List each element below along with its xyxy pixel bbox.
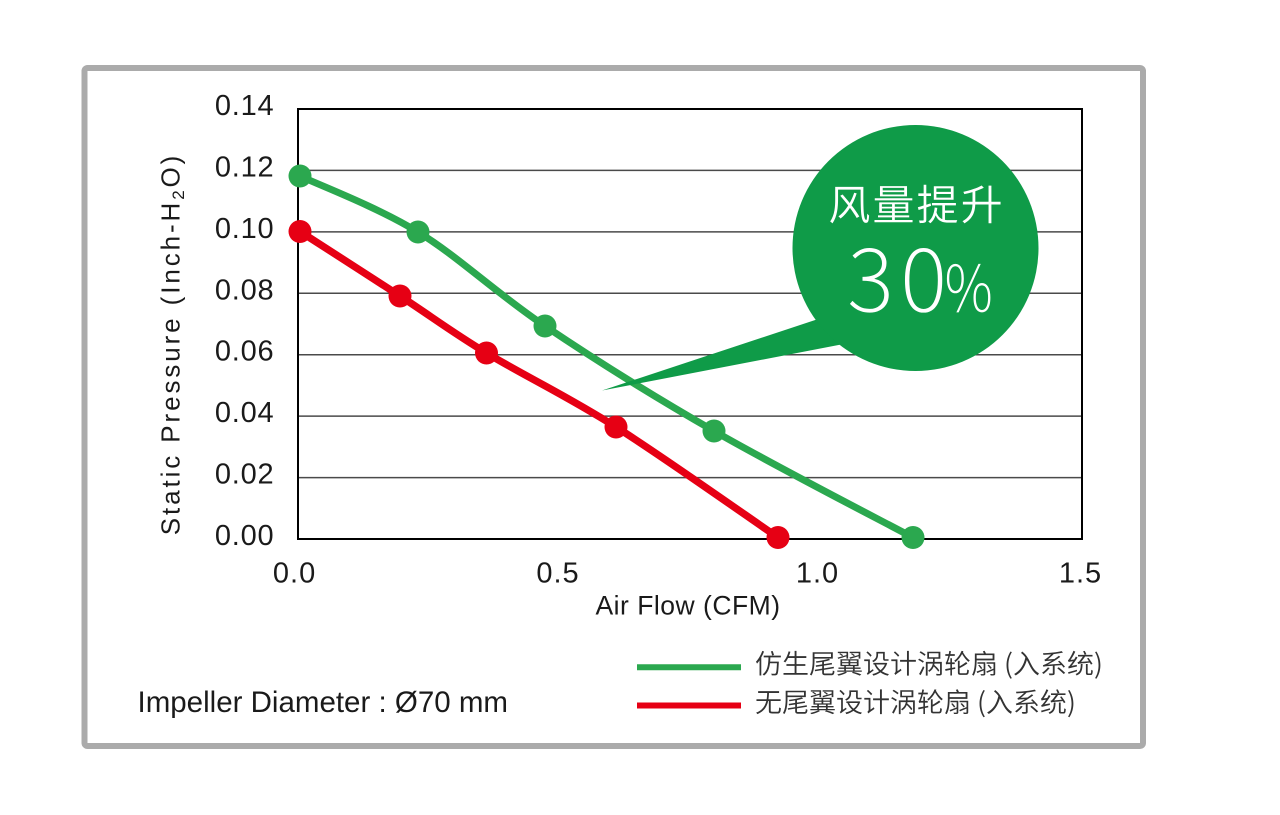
svg-text:0.02: 0.02 [215,459,275,491]
svg-text:1.5: 1.5 [1059,558,1102,590]
svg-text:0.06: 0.06 [215,336,275,368]
svg-text:0.12: 0.12 [215,151,275,183]
svg-text:Air Flow (CFM): Air Flow (CFM) [595,591,780,621]
svg-text:0.10: 0.10 [215,213,275,245]
svg-text:0.14: 0.14 [215,90,275,122]
svg-text:0.5: 0.5 [536,558,579,590]
svg-text:Static Pressure (Inch-H2O): Static Pressure (Inch-H2O) [156,153,189,536]
svg-text:Impeller Diameter : Ø70 mm: Impeller Diameter : Ø70 mm [138,686,508,719]
svg-text:0.08: 0.08 [215,274,275,306]
svg-text:1.0: 1.0 [796,558,839,590]
svg-text:0.0: 0.0 [273,558,316,590]
svg-text:0.04: 0.04 [215,397,275,429]
svg-text:0.00: 0.00 [215,520,275,552]
